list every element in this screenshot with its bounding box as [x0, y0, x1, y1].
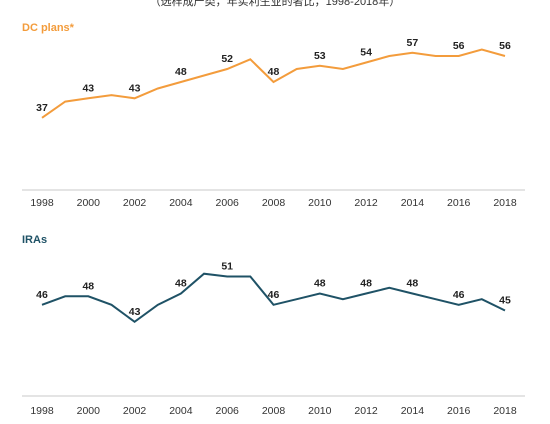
ira-data-label: 43 [129, 306, 141, 318]
dc-data-label: 48 [268, 66, 280, 78]
dc-x-tick-label: 2006 [216, 197, 240, 209]
dc-series-line [41, 48, 506, 119]
dc-data-label: 43 [82, 82, 94, 94]
dc-x-tick-label: 2012 [354, 197, 378, 209]
dc-x-tick-label: 2010 [308, 197, 332, 209]
ira-data-label: 48 [314, 278, 326, 290]
dc-panel-title: DC plans* [22, 22, 75, 34]
dc-data-label: 53 [314, 50, 326, 62]
ira-x-tick-label: 2016 [447, 405, 471, 417]
dc-x-tick-label: 1998 [30, 197, 54, 209]
dc-data-label: 57 [407, 37, 419, 49]
dc-data-label: 56 [499, 40, 511, 52]
ira-x-tick-label: 2000 [77, 405, 101, 417]
ira-x-tick-label: 2010 [308, 405, 332, 417]
ira-series-line [41, 272, 506, 324]
ira-x-tick-label: 2012 [354, 405, 378, 417]
top-caption: （选样成产类，年实利生业的者比，1998-2018年） [149, 0, 401, 8]
ira-data-label: 48 [407, 278, 419, 290]
dc-data-label: 52 [221, 53, 233, 65]
dc-data-label: 56 [453, 40, 465, 52]
dc-x-tick-label: 2004 [169, 197, 193, 209]
dc-x-tick-label: 2016 [447, 197, 471, 209]
ira-x-tick-label: 2008 [262, 405, 286, 417]
dc-data-label: 48 [175, 66, 187, 78]
ira-data-label: 46 [36, 289, 48, 301]
dc-x-tick-label: 2002 [123, 197, 147, 209]
ira-x-tick-label: 1998 [30, 405, 54, 417]
ira-data-label: 46 [268, 289, 280, 301]
ira-x-tick-label: 2014 [401, 405, 425, 417]
ira-data-label: 45 [499, 295, 511, 307]
dc-data-label: 37 [36, 102, 48, 114]
ira-data-label: 46 [453, 289, 465, 301]
ira-x-tick-label: 2004 [169, 405, 193, 417]
ira-data-label: 51 [221, 261, 233, 273]
dc-data-label: 54 [360, 47, 372, 59]
ira-x-tick-label: 2006 [216, 405, 240, 417]
ira-data-label: 48 [82, 280, 94, 292]
dc-x-tick-label: 2014 [401, 197, 425, 209]
ira-data-label: 48 [360, 278, 372, 290]
dc-x-tick-label: 2000 [77, 197, 101, 209]
ira-x-tick-label: 2018 [493, 405, 517, 417]
dc-data-label: 43 [129, 82, 141, 94]
ira-x-tick-label: 2002 [123, 405, 147, 417]
ira-panel-title: IRAs [22, 234, 47, 246]
ira-data-label: 48 [175, 278, 187, 290]
dc-x-tick-label: 2008 [262, 197, 286, 209]
dc-x-tick-label: 2018 [493, 197, 517, 209]
